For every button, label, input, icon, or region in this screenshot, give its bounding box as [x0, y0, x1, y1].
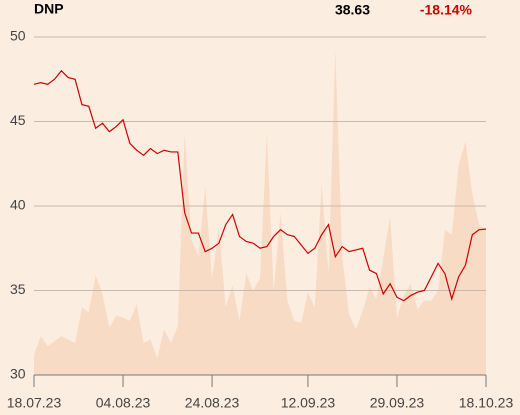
- price: 38.63: [335, 2, 370, 18]
- y-tick-label: 35: [10, 281, 26, 297]
- y-tick-label: 45: [10, 112, 26, 128]
- x-tick-label: 18.10.23: [459, 395, 514, 411]
- ticker: DNP: [34, 1, 64, 17]
- x-tick-label: 18.07.23: [7, 395, 62, 411]
- x-tick-label: 04.08.23: [96, 395, 151, 411]
- y-tick-label: 50: [10, 28, 26, 44]
- volume-area: [34, 50, 486, 376]
- y-tick-label: 40: [10, 197, 26, 213]
- x-tick-label: 29.09.23: [370, 395, 425, 411]
- x-tick-label: 12.09.23: [281, 395, 336, 411]
- y-tick-label: 30: [10, 366, 26, 382]
- change: -18.14%: [420, 2, 473, 18]
- x-tick-label: 24.08.23: [185, 395, 240, 411]
- price-line: [33, 69, 487, 302]
